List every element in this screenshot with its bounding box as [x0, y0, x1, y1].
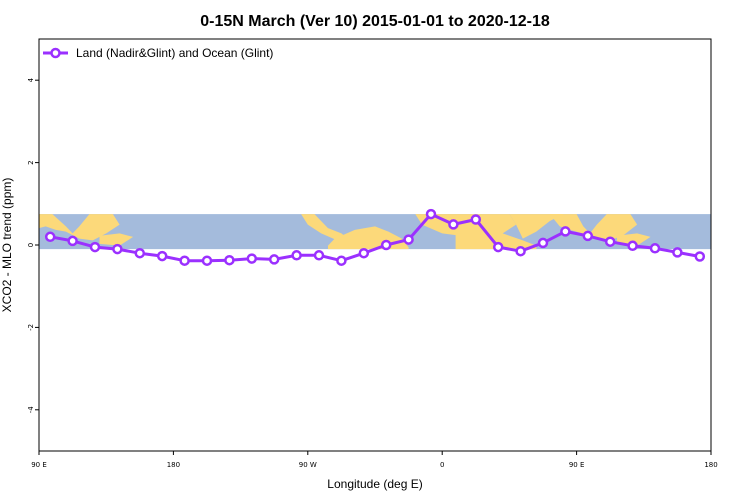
data-point: [268, 254, 280, 265]
data-point: [403, 234, 414, 245]
data-point: [425, 208, 437, 220]
x-tick-label: 90 E: [569, 461, 585, 469]
map-land: [549, 214, 638, 241]
data-point: [156, 250, 168, 262]
x-axis-label: Longitude (deg E): [327, 477, 422, 491]
y-tick-label: 2: [27, 160, 35, 164]
map-land: [509, 214, 564, 239]
map-land: [39, 214, 120, 241]
y-axis-label: XCO2 - MLO trend (ppm): [0, 178, 14, 313]
data-point: [604, 236, 616, 247]
x-tick-label: 90 W: [299, 461, 317, 469]
data-point: [179, 255, 190, 266]
x-tick-label: 180: [704, 461, 717, 469]
y-axis: -4 -2 0 2 4: [27, 77, 39, 413]
data-point: [537, 237, 549, 249]
data-point: [694, 251, 706, 262]
data-point: [470, 214, 482, 225]
x-tick-label: 180: [167, 461, 180, 469]
series-layer: [44, 208, 706, 266]
map-land: [415, 214, 537, 250]
map-land: [99, 233, 134, 246]
data-point: [201, 255, 213, 266]
y-tick-label: 4: [27, 77, 35, 82]
data-point: [291, 250, 302, 261]
data-point: [89, 241, 101, 253]
data-point: [44, 231, 56, 243]
map-band: [39, 214, 711, 250]
legend-marker: [50, 47, 61, 59]
map-land: [301, 214, 349, 240]
data-point: [649, 243, 661, 254]
data-point: [380, 239, 392, 251]
data-point: [336, 255, 347, 266]
data-point: [582, 230, 594, 242]
legend: Land (Nadir&Glint) and Ocean (Glint): [43, 46, 273, 60]
data-point: [313, 250, 325, 261]
x-axis: 90 E 180 90 W 0 90 E 180: [31, 451, 718, 469]
data-point: [246, 253, 258, 264]
y-tick-label: -2: [27, 324, 35, 331]
data-point: [560, 226, 571, 237]
legend-label: Land (Nadir&Glint) and Ocean (Glint): [76, 46, 273, 60]
data-point: [358, 247, 370, 259]
y-tick-label: -4: [27, 406, 35, 414]
data-point: [448, 219, 459, 230]
data-point: [134, 247, 146, 259]
data-point: [627, 240, 638, 252]
data-point: [492, 241, 504, 253]
y-tick-label: 0: [27, 243, 35, 247]
chart-title: 0-15N March (Ver 10) 2015-01-01 to 2020-…: [200, 13, 550, 30]
data-point: [224, 254, 235, 266]
data-point: [672, 247, 683, 258]
x-tick-label: 90 E: [31, 461, 47, 469]
data-point: [515, 245, 526, 257]
map-land: [616, 233, 651, 246]
data-point: [112, 243, 123, 255]
x-tick-label: 0: [440, 461, 444, 469]
data-point: [67, 235, 78, 247]
